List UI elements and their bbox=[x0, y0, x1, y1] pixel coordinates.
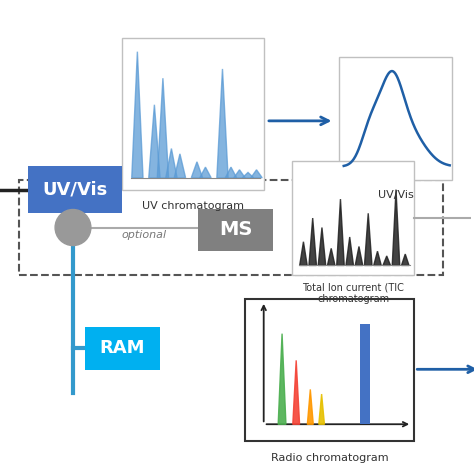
Polygon shape bbox=[191, 162, 202, 178]
Bar bbox=[360, 324, 370, 424]
Polygon shape bbox=[278, 334, 286, 424]
Polygon shape bbox=[383, 256, 391, 265]
Circle shape bbox=[55, 210, 91, 246]
Polygon shape bbox=[319, 394, 324, 424]
Text: Total Ion current (TIC
chromatogram: Total Ion current (TIC chromatogram bbox=[302, 282, 404, 304]
Text: UV/Vis: UV/Vis bbox=[378, 190, 413, 200]
Bar bbox=[85, 327, 160, 370]
Polygon shape bbox=[293, 360, 300, 424]
Polygon shape bbox=[337, 199, 344, 265]
Polygon shape bbox=[157, 78, 169, 178]
Text: optional: optional bbox=[121, 229, 166, 240]
Polygon shape bbox=[225, 167, 237, 178]
Text: RAM: RAM bbox=[100, 339, 145, 357]
Bar bbox=[245, 299, 414, 441]
Polygon shape bbox=[166, 148, 177, 178]
Polygon shape bbox=[328, 248, 335, 265]
Bar bbox=[339, 57, 452, 180]
Polygon shape bbox=[346, 237, 354, 265]
Polygon shape bbox=[392, 190, 400, 265]
Polygon shape bbox=[200, 167, 211, 178]
Polygon shape bbox=[132, 52, 143, 178]
Polygon shape bbox=[174, 154, 186, 178]
Bar bbox=[28, 166, 122, 213]
Bar bbox=[19, 180, 443, 275]
Polygon shape bbox=[242, 173, 254, 178]
Bar bbox=[198, 209, 273, 251]
Polygon shape bbox=[251, 170, 262, 178]
Polygon shape bbox=[300, 242, 307, 265]
Polygon shape bbox=[355, 246, 363, 265]
Bar bbox=[292, 161, 414, 275]
Text: MS: MS bbox=[219, 220, 252, 239]
Text: Radio chromatogram: Radio chromatogram bbox=[271, 453, 388, 463]
Polygon shape bbox=[365, 213, 372, 265]
Polygon shape bbox=[149, 105, 160, 178]
Bar bbox=[122, 38, 264, 190]
Polygon shape bbox=[307, 390, 313, 424]
Text: UV chromatogram: UV chromatogram bbox=[142, 201, 244, 211]
Polygon shape bbox=[217, 69, 228, 178]
Polygon shape bbox=[234, 170, 245, 178]
Polygon shape bbox=[309, 218, 317, 265]
Polygon shape bbox=[401, 254, 409, 265]
Polygon shape bbox=[318, 228, 326, 265]
Text: UV/Vis: UV/Vis bbox=[43, 181, 108, 199]
Polygon shape bbox=[374, 251, 381, 265]
